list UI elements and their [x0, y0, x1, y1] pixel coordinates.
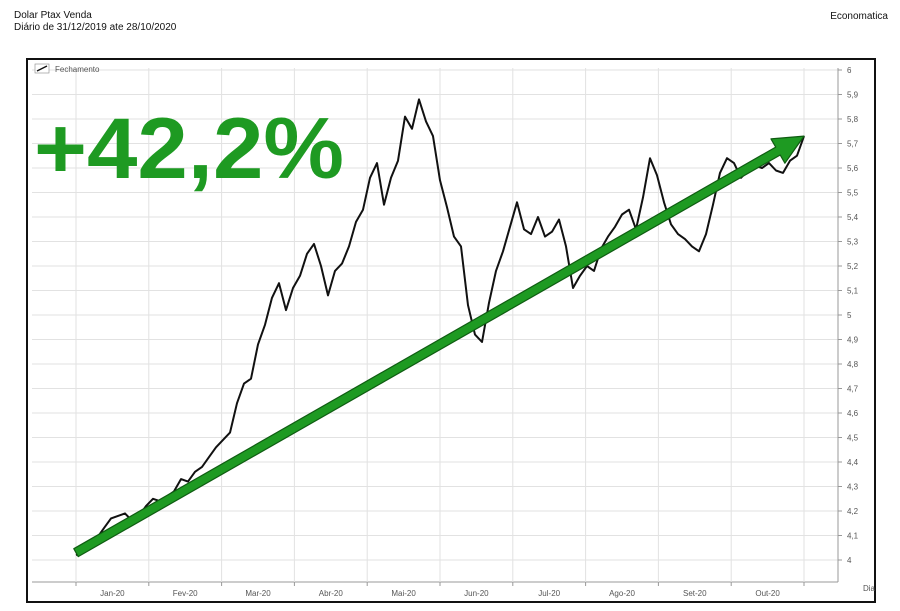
grid [32, 68, 842, 586]
trend-arrow-shape [73, 135, 805, 558]
x-axis-end-label: Dia [863, 584, 876, 593]
x-axis: Jan-20 Fev-20 Mar-20 Abr-20 Mai-20 Jun-20 Jul-… [100, 589, 780, 598]
chart-frame [26, 58, 876, 603]
x-tick-label: Jun-20 [464, 589, 489, 598]
x-tick-label: Jul-20 [538, 589, 560, 598]
y-tick-label: 4,8 [847, 360, 859, 369]
y-tick-label: 6 [847, 66, 852, 75]
x-tick-label: Fev-20 [173, 589, 198, 598]
chart-title: Dolar Ptax Venda [14, 10, 92, 21]
chart-subtitle: Diário de 31/12/2019 ate 28/10/2020 [14, 22, 177, 33]
brand-name: Economatica [830, 11, 888, 22]
trend-arrow [73, 135, 805, 558]
x-tick-label: Out-20 [755, 589, 780, 598]
y-tick-label: 5,6 [847, 164, 859, 173]
x-tick-label: Ago-20 [609, 589, 635, 598]
x-tick-label: Set-20 [683, 589, 707, 598]
y-tick-label: 5,7 [847, 140, 859, 149]
y-tick-label: 4,4 [847, 458, 859, 467]
y-tick-label: 5,5 [847, 189, 859, 198]
y-tick-label: 4,7 [847, 385, 859, 394]
y-tick-label: 5,4 [847, 213, 859, 222]
legend: Fechamento [34, 63, 100, 74]
x-tick-label: Abr-20 [319, 589, 344, 598]
y-tick-label: 5 [847, 311, 852, 320]
y-tick-label: 5,8 [847, 115, 859, 124]
y-tick-label: 4 [847, 556, 852, 565]
y-tick-label: 4,2 [847, 507, 859, 516]
legend-label: Fechamento [55, 65, 100, 74]
series-line-fechamento [75, 98, 805, 557]
y-tick-label: 5,9 [847, 91, 859, 100]
y-tick-label: 4,9 [847, 336, 859, 345]
y-tick-label: 4,5 [847, 434, 859, 443]
x-tick-label: Mar-20 [245, 589, 271, 598]
legend-line-icon [36, 65, 48, 72]
y-tick-label: 5,3 [847, 238, 859, 247]
y-tick-label: 4,1 [847, 532, 859, 541]
x-tick-label: Jan-20 [100, 589, 125, 598]
annotation-percent: +42,2% [34, 101, 344, 197]
y-tick-label: 4,6 [847, 409, 859, 418]
y-axis: 4 4,1 4,2 4,3 4,4 4,5 4,6 4,7 4,8 4,9 5 5,1 5,2 5,3 5,… [847, 66, 859, 565]
y-tick-label: 5,2 [847, 262, 859, 271]
y-tick-label: 4,3 [847, 483, 859, 492]
x-tick-label: Mai-20 [391, 589, 416, 598]
y-tick-label: 5,1 [847, 287, 859, 296]
